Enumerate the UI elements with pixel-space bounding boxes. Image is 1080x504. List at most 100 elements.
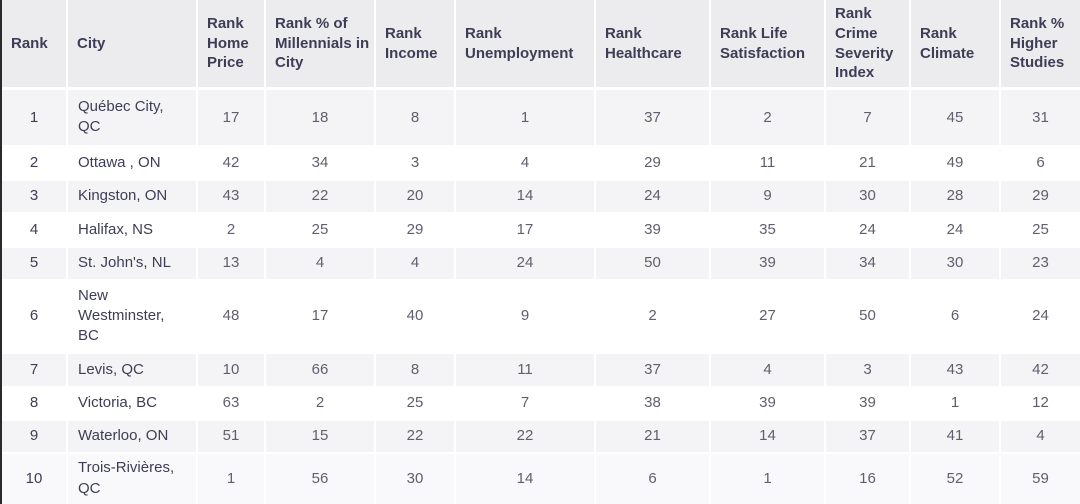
cell-rank: 1 xyxy=(2,88,68,147)
cell-life_satisfaction: 35 xyxy=(710,212,826,248)
column-header-income: Rank Income xyxy=(375,0,456,91)
table-row: 8 Victoria, BC 63 2 25 7 38 39 39 1 12 xyxy=(2,386,1080,421)
cell-home_price: 10 xyxy=(197,352,266,388)
column-header-rank: Rank xyxy=(2,0,68,91)
cell-higher_studies: 24 xyxy=(1000,279,1080,354)
cell-income: 29 xyxy=(375,212,456,248)
cell-crime_severity: 16 xyxy=(825,452,911,504)
cell-income: 4 xyxy=(375,246,456,281)
cell-millennials: 18 xyxy=(265,88,376,147)
header-row: Rank City Rank Home Price Rank % of Millenn… xyxy=(2,0,1080,91)
cell-climate: 24 xyxy=(910,212,1001,248)
cell-higher_studies: 12 xyxy=(1000,386,1080,421)
cell-higher_studies: 59 xyxy=(1000,452,1080,504)
cell-healthcare: 39 xyxy=(595,212,711,248)
cell-city: Levis, QC xyxy=(67,352,198,388)
cell-climate: 28 xyxy=(910,179,1001,214)
cell-life_satisfaction: 39 xyxy=(710,386,826,421)
cell-healthcare: 24 xyxy=(595,179,711,214)
cell-higher_studies: 29 xyxy=(1000,179,1080,214)
cell-crime_severity: 34 xyxy=(825,246,911,281)
cell-life_satisfaction: 11 xyxy=(710,145,826,181)
cell-higher_studies: 4 xyxy=(1000,419,1080,454)
column-header-home_price: Rank Home Price xyxy=(197,0,266,91)
cell-millennials: 2 xyxy=(265,386,376,421)
cell-income: 40 xyxy=(375,279,456,354)
cell-life_satisfaction: 14 xyxy=(710,419,826,454)
cell-rank: 4 xyxy=(2,212,68,248)
cell-unemployment: 11 xyxy=(455,352,596,388)
table-row: 2 Ottawa , ON 42 34 3 4 29 11 21 49 6 xyxy=(2,145,1080,181)
cell-higher_studies: 31 xyxy=(1000,88,1080,147)
cell-higher_studies: 25 xyxy=(1000,212,1080,248)
cell-home_price: 42 xyxy=(197,145,266,181)
cell-home_price: 17 xyxy=(197,88,266,147)
table-row: 9 Waterloo, ON 51 15 22 22 21 14 37 41 4 xyxy=(2,419,1080,454)
cell-income: 20 xyxy=(375,179,456,214)
cell-rank: 2 xyxy=(2,145,68,181)
cell-unemployment: 9 xyxy=(455,279,596,354)
table-body: 1 Québec City, QC 17 18 8 1 37 2 7 45 31 2 Ottawa , … xyxy=(2,88,1080,504)
column-header-city: City xyxy=(67,0,198,91)
cell-crime_severity: 3 xyxy=(825,352,911,388)
cell-income: 25 xyxy=(375,386,456,421)
cell-healthcare: 21 xyxy=(595,419,711,454)
column-header-crime_severity: Rank Crime Severity Index xyxy=(825,0,911,91)
cell-millennials: 56 xyxy=(265,452,376,504)
cell-rank: 7 xyxy=(2,352,68,388)
cell-climate: 41 xyxy=(910,419,1001,454)
cell-unemployment: 4 xyxy=(455,145,596,181)
cell-millennials: 66 xyxy=(265,352,376,388)
cell-crime_severity: 7 xyxy=(825,88,911,147)
cell-unemployment: 7 xyxy=(455,386,596,421)
cell-healthcare: 6 xyxy=(595,452,711,504)
cell-crime_severity: 30 xyxy=(825,179,911,214)
cell-life_satisfaction: 39 xyxy=(710,246,826,281)
cell-climate: 49 xyxy=(910,145,1001,181)
cell-unemployment: 24 xyxy=(455,246,596,281)
cell-city: New Westminster, BC xyxy=(67,279,198,354)
cell-home_price: 63 xyxy=(197,386,266,421)
cell-rank: 6 xyxy=(2,279,68,354)
column-header-millennials: Rank % of Millennials in City xyxy=(265,0,376,91)
cell-crime_severity: 50 xyxy=(825,279,911,354)
cell-life_satisfaction: 2 xyxy=(710,88,826,147)
cell-city: Trois-Rivières, QC xyxy=(67,452,198,504)
cell-rank: 5 xyxy=(2,246,68,281)
column-header-higher_studies: Rank % Higher Studies xyxy=(1000,0,1080,91)
cell-higher_studies: 6 xyxy=(1000,145,1080,181)
cell-income: 30 xyxy=(375,452,456,504)
cell-life_satisfaction: 9 xyxy=(710,179,826,214)
cell-healthcare: 37 xyxy=(595,352,711,388)
cell-home_price: 13 xyxy=(197,246,266,281)
column-header-unemployment: Rank Unemployment xyxy=(455,0,596,91)
cell-income: 8 xyxy=(375,88,456,147)
cell-unemployment: 14 xyxy=(455,452,596,504)
cell-healthcare: 38 xyxy=(595,386,711,421)
table-row: 7 Levis, QC 10 66 8 11 37 4 3 43 42 xyxy=(2,352,1080,388)
table-row: 10 Trois-Rivières, QC 1 56 30 14 6 1 16 52 59 xyxy=(2,452,1080,504)
cell-millennials: 4 xyxy=(265,246,376,281)
cell-healthcare: 37 xyxy=(595,88,711,147)
cell-crime_severity: 39 xyxy=(825,386,911,421)
table-row: 5 St. John's, NL 13 4 4 24 50 39 34 30 23 xyxy=(2,246,1080,281)
cell-home_price: 43 xyxy=(197,179,266,214)
cell-rank: 3 xyxy=(2,179,68,214)
cell-climate: 45 xyxy=(910,88,1001,147)
cell-millennials: 17 xyxy=(265,279,376,354)
cell-healthcare: 29 xyxy=(595,145,711,181)
cell-rank: 9 xyxy=(2,419,68,454)
cell-life_satisfaction: 1 xyxy=(710,452,826,504)
cell-healthcare: 2 xyxy=(595,279,711,354)
cell-crime_severity: 21 xyxy=(825,145,911,181)
cell-rank: 10 xyxy=(2,452,68,504)
cell-city: St. John's, NL xyxy=(67,246,198,281)
cell-crime_severity: 24 xyxy=(825,212,911,248)
cell-income: 22 xyxy=(375,419,456,454)
cell-unemployment: 1 xyxy=(455,88,596,147)
cell-healthcare: 50 xyxy=(595,246,711,281)
table-row: 6 New Westminster, BC 48 17 40 9 2 27 50 6 24 xyxy=(2,279,1080,354)
cell-rank: 8 xyxy=(2,386,68,421)
